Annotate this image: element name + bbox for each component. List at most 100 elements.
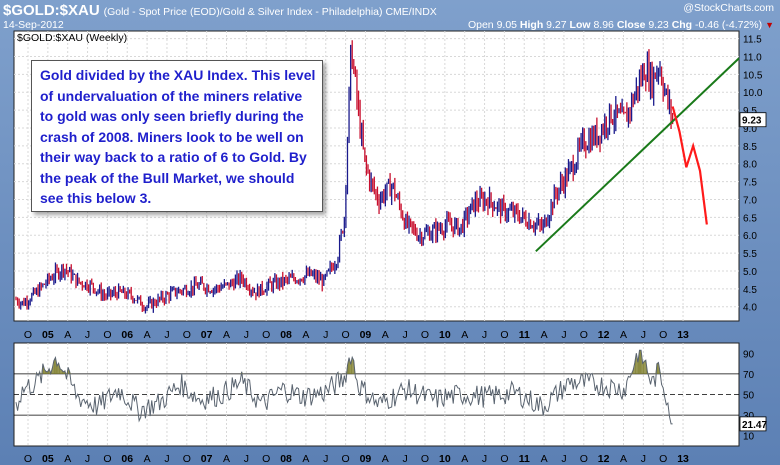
x-tick-label: A: [382, 453, 389, 465]
price-y-tick-label: 10.0: [743, 88, 763, 99]
price-last-value: 9.23: [742, 116, 762, 127]
down-triangle-icon: ▼: [765, 20, 774, 30]
chart-date: 14-Sep-2012: [3, 19, 64, 31]
x-tick-label: 06: [121, 329, 133, 341]
x-tick-label: O: [24, 453, 32, 465]
x-tick-label: 09: [360, 453, 372, 465]
price-last-value-box: [739, 112, 767, 128]
price-y-tick-label: 4.0: [743, 303, 757, 314]
rsi-overbought-fill: [53, 357, 56, 374]
x-tick-label: 12: [598, 329, 610, 341]
x-tick-label: 05: [42, 329, 54, 341]
x-tick-label: J: [403, 329, 408, 341]
x-tick-label: 10: [439, 453, 451, 465]
x-tick-label: A: [541, 453, 548, 465]
rsi-y-tick-label: 50: [743, 391, 755, 402]
rsi-last-value: 21.47: [742, 420, 767, 431]
x-tick-label: J: [561, 453, 566, 465]
x-tick-label: 11: [519, 453, 530, 465]
x-tick-label: O: [24, 329, 32, 341]
symbol-description: (Gold - Spot Price (EOD)/Gold & Silver I…: [103, 6, 437, 18]
x-tick-label: O: [103, 329, 111, 341]
x-tick-label: A: [302, 453, 309, 465]
x-tick-label: J: [641, 453, 646, 465]
price-y-tick-label: 6.0: [743, 231, 757, 242]
open-value: 9.05: [496, 19, 517, 31]
price-y-tick-label: 4.5: [743, 285, 757, 296]
overlays: [535, 57, 740, 253]
x-tick-label: 10: [439, 329, 451, 341]
x-tick-label: O: [342, 329, 350, 341]
rsi-overbought-fill: [349, 357, 351, 374]
price-y-tick-label: 9.0: [743, 124, 757, 135]
rsi-overbought-fill: [656, 362, 659, 374]
price-y-tick-label: 7.0: [743, 195, 757, 206]
x-tick-label: J: [323, 329, 328, 341]
chart-header-title: $GOLD:$XAU (Gold - Spot Price (EOD)/Gold…: [3, 2, 437, 19]
x-tick-label: 07: [201, 453, 213, 465]
x-tick-label: O: [103, 453, 111, 465]
x-tick-label: O: [183, 453, 191, 465]
x-tick-label: A: [620, 329, 627, 341]
x-tick-label: J: [85, 453, 90, 465]
x-tick-label: O: [580, 453, 588, 465]
x-tick-label: A: [64, 453, 71, 465]
price-y-ticks: 4.0 4.5 5.0 5.5 6.0 6.5 7.0 7.5 8.0 8.5 9.0 9.5 10.0…: [743, 35, 763, 314]
price-y-tick-label: 8.0: [743, 160, 757, 171]
x-tick-label: A: [541, 329, 548, 341]
x-tick-label: 08: [280, 329, 292, 341]
close-value: 9.23: [648, 19, 669, 31]
last-value-tags: 9.23 21.47: [739, 112, 767, 432]
x-tick-label: J: [482, 453, 487, 465]
x-tick-label: A: [461, 329, 468, 341]
x-tick-label: 13: [677, 453, 689, 465]
x-tick-label: 12: [598, 453, 610, 465]
high-label: High: [519, 19, 544, 31]
x-tick-label: 09: [360, 329, 372, 341]
trendline: [535, 57, 740, 253]
x-tick-label: A: [620, 453, 627, 465]
rsi-x-axis: O 05 A J O 06 A J O 07 A J O 08 A J O 09 A J O 10 A J O 11 A J O 12 A J…: [24, 453, 689, 465]
rsi-y-tick-label: 10: [743, 432, 755, 443]
low-label: Low: [569, 19, 591, 31]
x-tick-label: 08: [280, 453, 292, 465]
price-y-tick-label: 5.5: [743, 249, 757, 260]
rsi-line: [15, 349, 673, 425]
x-tick-label: J: [403, 453, 408, 465]
x-tick-label: 07: [201, 329, 213, 341]
x-tick-label: A: [144, 453, 151, 465]
x-tick-label: O: [421, 453, 429, 465]
x-tick-label: A: [64, 329, 71, 341]
chg-value: -0.46 (-4.72%): [695, 19, 763, 31]
low-value: 8.96: [593, 19, 614, 31]
x-tick-label: J: [561, 329, 566, 341]
rsi-y-tick-label: 70: [743, 370, 755, 381]
rsi-overbought-fill: [642, 361, 645, 374]
x-tick-label: 06: [121, 453, 133, 465]
x-tick-label: O: [183, 329, 191, 341]
rsi-last-value-box: [739, 416, 767, 432]
x-tick-label: A: [302, 329, 309, 341]
x-tick-label: 11: [519, 329, 530, 341]
x-tick-label: A: [144, 329, 151, 341]
rsi-y-tick-label: 90: [743, 349, 755, 360]
x-tick-label: A: [382, 329, 389, 341]
price-y-tick-label: 6.5: [743, 213, 757, 224]
x-tick-label: J: [164, 453, 169, 465]
x-tick-label: O: [659, 329, 667, 341]
price-x-axis: O 05 A J O 06 A J O 07 A J O 08 A J O 09 A J O 10 A J O 11 A J O 12 A J…: [24, 329, 689, 341]
x-tick-label: 05: [42, 453, 54, 465]
x-tick-label: A: [223, 329, 230, 341]
projection-line: [671, 106, 708, 225]
x-tick-label: J: [244, 329, 249, 341]
ohlc-readout: Open 9.05 High 9.27 Low 8.96 Close 9.23 …: [468, 19, 774, 31]
price-y-tick-label: 9.5: [743, 106, 757, 117]
rsi-overbought-fill: [644, 360, 646, 374]
price-y-tick-label: 11.5: [743, 35, 762, 46]
x-tick-label: O: [421, 329, 429, 341]
annotation-box: Gold divided by the XAU Index. This leve…: [31, 60, 323, 212]
x-tick-label: J: [164, 329, 169, 341]
rsi-gridlines: [14, 343, 739, 446]
x-tick-label: O: [262, 453, 270, 465]
price-y-tick-label: 10.5: [743, 70, 763, 81]
